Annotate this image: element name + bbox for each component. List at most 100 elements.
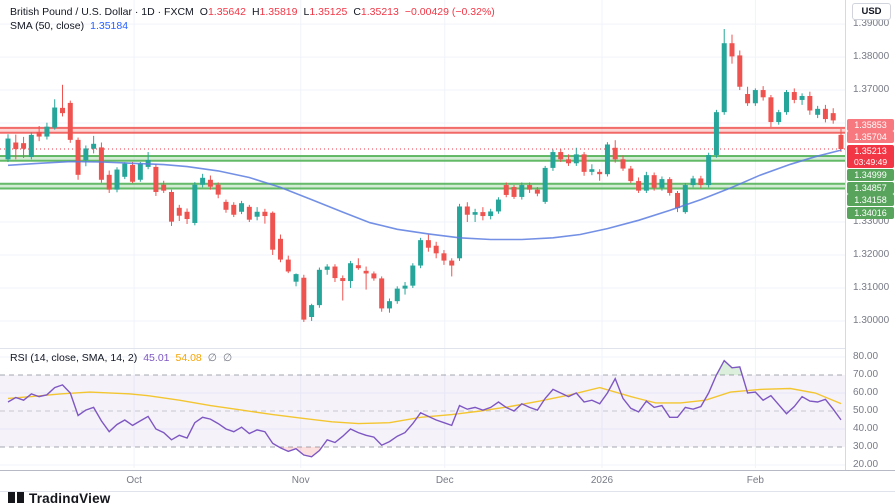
candle-down (130, 164, 136, 182)
candle-up (324, 266, 330, 270)
ohlc-open-key: O (199, 6, 208, 18)
candle-up (137, 163, 143, 180)
time-axis-label-nov: Nov (291, 475, 310, 486)
time-axis[interactable]: Oct Nov Dec 2026 Feb (0, 470, 895, 492)
candle-up (690, 178, 696, 186)
candle-up (519, 185, 525, 197)
candle-down (791, 92, 797, 100)
price-zone (0, 156, 845, 161)
rsi-legend: RSI (14, close, SMA, 14, 2) 45.01 54.08 ∅ ∅ (10, 352, 232, 364)
candle-down (768, 97, 774, 123)
candle-up (28, 134, 34, 158)
price-tick-label: 1.39000 (853, 18, 890, 30)
ohlc-open-value: 1.35642 (207, 6, 246, 18)
candle-down (355, 265, 361, 269)
candle-down (425, 240, 431, 248)
price-axis[interactable]: USD 1.39000 1.38000 1.37000 1.33000 1.32000 1… (845, 0, 895, 490)
candle-down (441, 253, 447, 261)
candle-down (285, 259, 291, 272)
pane-divider[interactable] (0, 348, 895, 349)
candle-up (91, 143, 97, 149)
candle-down (433, 245, 439, 254)
candle-up (394, 288, 400, 302)
rsi-tick-label: 50.00 (853, 404, 879, 416)
candle-down (270, 212, 276, 250)
candle-down (215, 184, 221, 195)
candle-up (254, 211, 260, 217)
candle-up (52, 107, 58, 128)
candle-up (706, 155, 712, 186)
zone-price-badge: 1.35704 (847, 131, 894, 144)
candle-up (402, 285, 408, 289)
candle-up (784, 92, 789, 113)
candle-down (511, 187, 517, 197)
ohlc-high-key: H (251, 6, 260, 18)
candle-up (589, 169, 595, 172)
zone-price-badge: 1.35853 (847, 118, 894, 131)
candle-down (13, 142, 19, 150)
symbol-legend-row: British Pound / U.S. Dollar · 1D · FXCM O… (10, 5, 495, 19)
candle-down (340, 278, 346, 282)
rsi-line (7, 359, 842, 458)
candle-up (488, 211, 494, 217)
rsi-ma-value: 54.08 (175, 352, 202, 364)
candle-up (573, 154, 579, 164)
candle-up (495, 199, 501, 212)
price-tick-label: 1.38000 (853, 51, 890, 63)
candle-up (122, 163, 128, 177)
candle-up (752, 90, 758, 104)
symbol-legend: British Pound / U.S. Dollar · 1D · FXCM O… (10, 5, 495, 33)
candle-down (534, 189, 540, 194)
candle-down (667, 179, 673, 193)
candle-down (231, 204, 237, 215)
tradingview-logo-icon (8, 492, 24, 503)
sma-label[interactable]: SMA (50, close) (10, 20, 85, 32)
rsi-tick-label: 80.00 (853, 350, 879, 362)
tradingview-logo[interactable]: TradingView (8, 491, 110, 503)
candle-down (745, 94, 751, 104)
ohlc-high-value: 1.35819 (259, 6, 298, 18)
rsi-label[interactable]: RSI (14, close, SMA, 14, 2) (10, 352, 138, 364)
candle-down (59, 107, 65, 114)
candle-down (67, 102, 73, 140)
zone-price-badge: 1.34158 (847, 194, 894, 207)
candle-down (675, 192, 681, 209)
candle-up (418, 240, 424, 266)
candle-down (21, 143, 27, 149)
candle-down (838, 134, 844, 149)
change-value: −0.00429 (−0.32%) (404, 6, 495, 18)
candle-down (246, 206, 252, 220)
candle-down (698, 178, 704, 186)
rsi-tick-label: 40.00 (853, 422, 879, 434)
candle-up (659, 179, 665, 188)
candle-down (332, 266, 338, 279)
candle-up (457, 206, 463, 259)
candle-up (200, 177, 206, 185)
candle-down (36, 131, 42, 137)
rsi-tick-label: 20.00 (853, 458, 879, 470)
ohlc-low-key: L (303, 6, 310, 18)
time-axis-label-2026: 2026 (590, 475, 614, 486)
candle-up (550, 152, 556, 168)
currency-toggle-button[interactable]: USD (852, 3, 891, 20)
rsi-tick-label: 60.00 (853, 386, 879, 398)
candle-up (114, 169, 120, 190)
candle-up (386, 301, 392, 309)
candle-down (75, 139, 81, 175)
sma-value: 1.35184 (90, 20, 129, 32)
candle-down (379, 278, 385, 309)
candle-up (83, 148, 89, 161)
candle-down (503, 185, 509, 195)
candle-down (527, 185, 533, 190)
candle-down (628, 168, 634, 182)
candle-down (207, 179, 213, 187)
candle-down (636, 181, 642, 191)
ohlc-low-value: 1.35125 (309, 6, 348, 18)
candle-down (558, 152, 564, 160)
time-axis-label-oct: Oct (126, 475, 142, 486)
symbol-title[interactable]: British Pound / U.S. Dollar · 1D · FXCM (10, 6, 194, 18)
chart-canvas[interactable] (0, 0, 845, 470)
candle-up (410, 265, 416, 286)
candle-down (737, 55, 743, 87)
